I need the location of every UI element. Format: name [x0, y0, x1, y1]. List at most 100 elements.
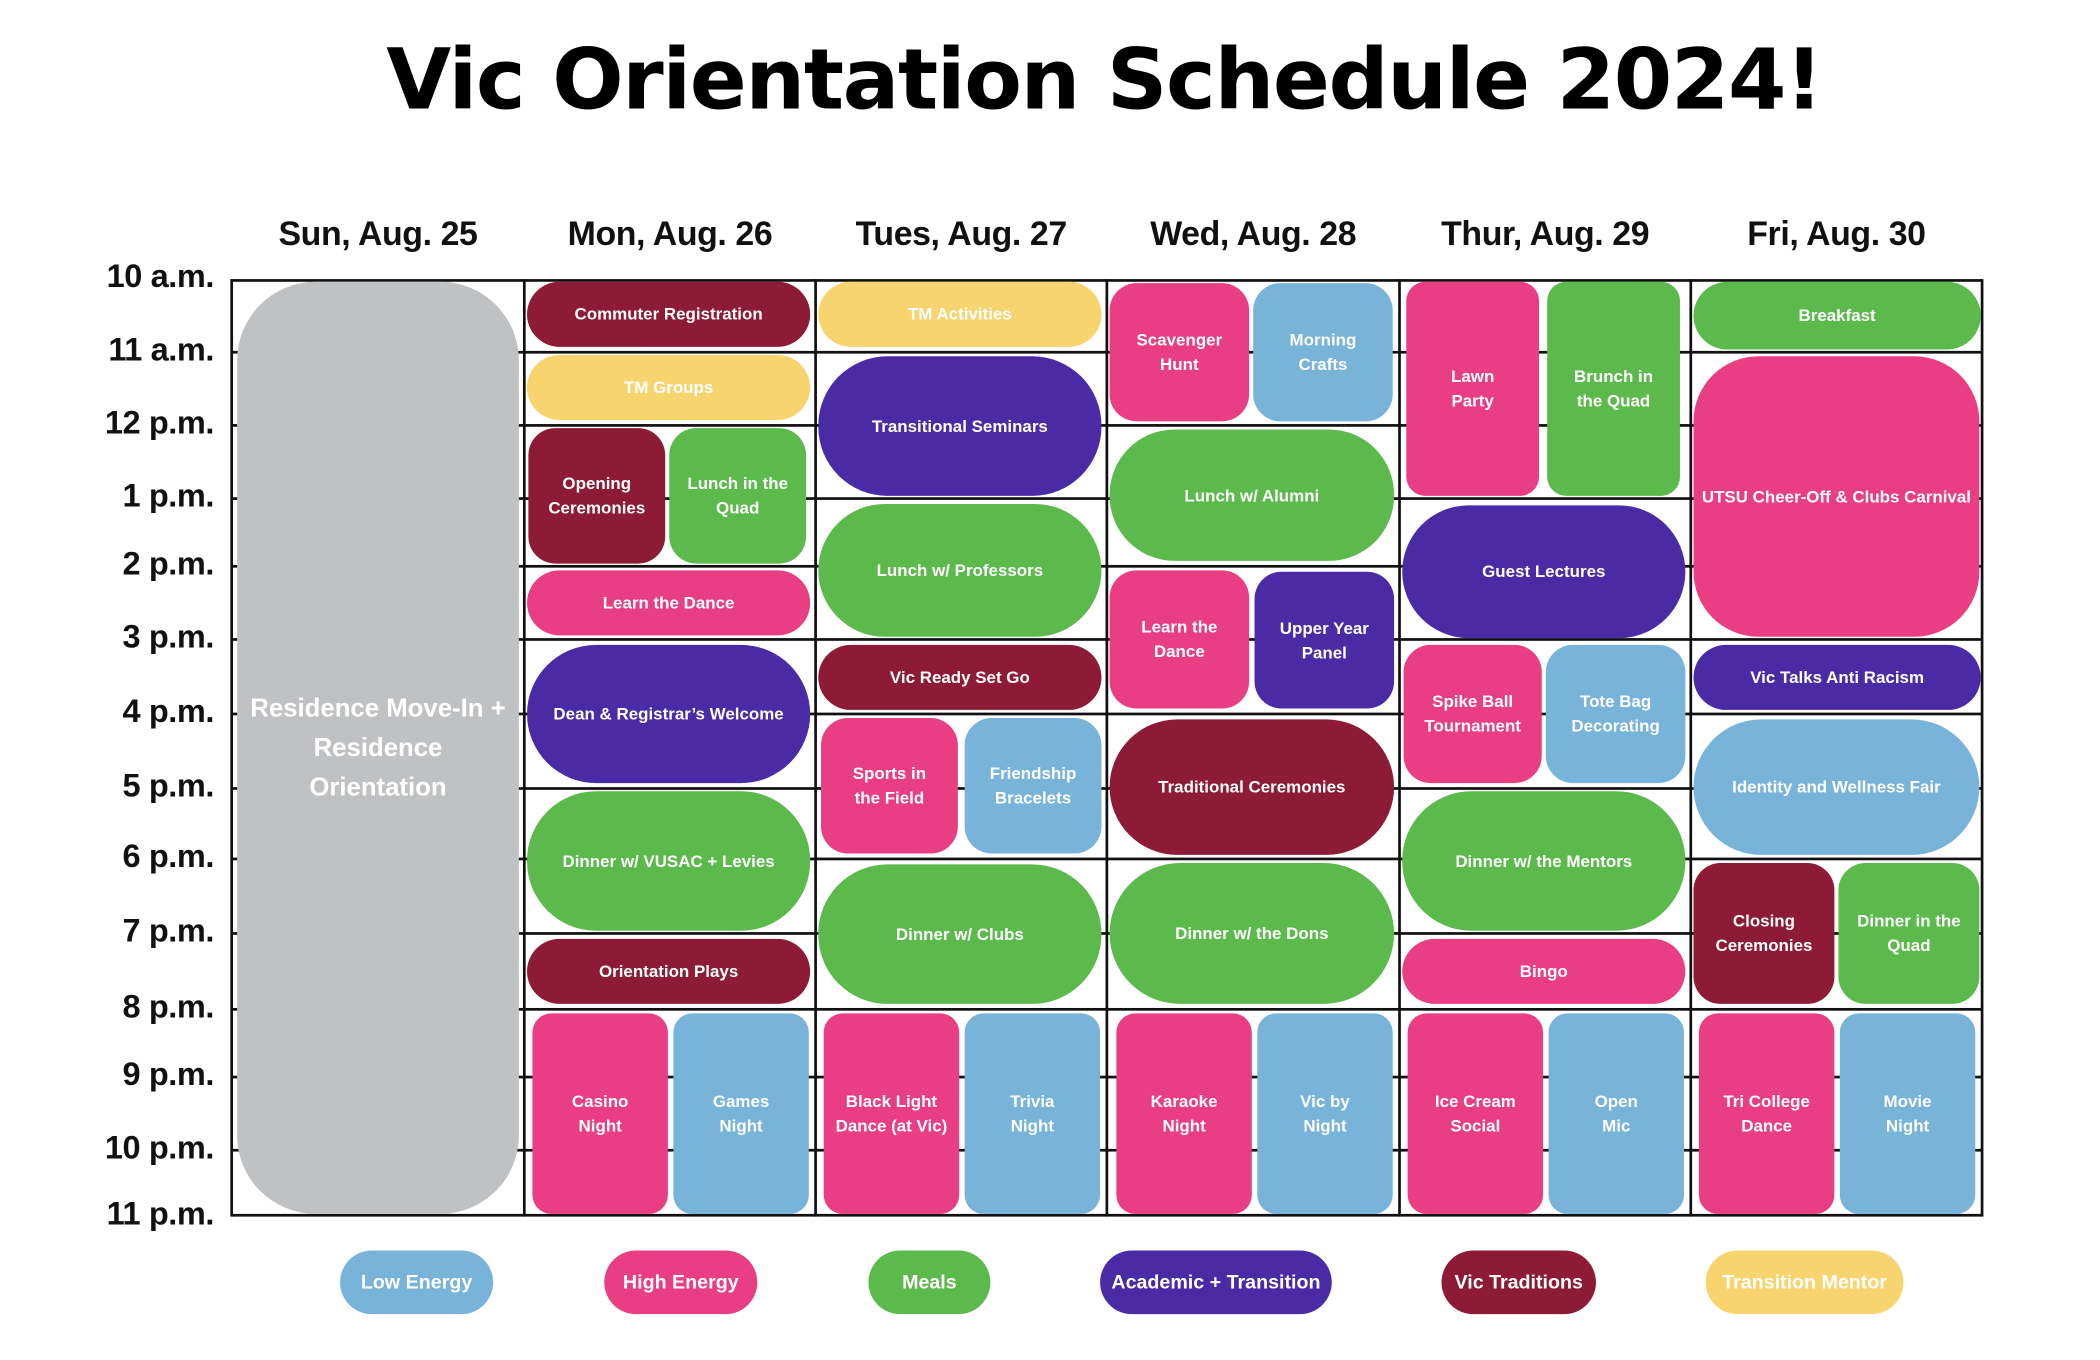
legend-item-low-energy: Low Energy	[340, 1250, 494, 1315]
event-label: Spike Ball Tournament	[1424, 692, 1521, 736]
hour-label: 12 p.m.	[104, 405, 215, 442]
hour-label: 2 p.m.	[122, 545, 215, 583]
event-label: Ice Cream Social	[1434, 1091, 1516, 1136]
hour-label: 3 p.m.	[122, 619, 215, 656]
hour-label: 10 p.m.	[104, 1129, 215, 1167]
column-divider	[1398, 279, 1401, 1217]
event-label: Transitional Seminars	[871, 416, 1048, 436]
event-block: Dinner w/ VUSAC + Levies	[527, 791, 811, 931]
event-label: Open Mic	[1594, 1091, 1638, 1136]
event-label: Brunch in the Quad	[1574, 367, 1654, 411]
event-label: Sports in the Field	[852, 764, 927, 808]
event-label: Orientation Plays	[598, 961, 739, 981]
legend-item-transition-mentor: Transition Mentor	[1705, 1250, 1904, 1315]
hour-label: 10 a.m.	[106, 258, 215, 296]
event-label: Morning Crafts	[1289, 330, 1357, 374]
event-block: Learn the Dance	[527, 570, 811, 636]
event-label: Friendship Bracelets	[989, 764, 1077, 808]
day-header: Sun, Aug. 25	[278, 215, 478, 254]
event-label: Trivia Night	[1010, 1091, 1055, 1136]
event-block: TM Groups	[527, 354, 811, 420]
event-label: Identity and Wellness Fair	[1732, 777, 1941, 797]
event-label: Vic Ready Set Go	[889, 667, 1030, 687]
event-label: Closing Ceremonies	[1715, 911, 1813, 956]
event-block: Lunch w/ Alumni	[1109, 429, 1395, 561]
event-block: Spike Ball Tournament	[1403, 644, 1542, 784]
hour-label: 1 p.m.	[122, 478, 215, 515]
page-title: Vic Orientation Schedule 2024!	[386, 29, 1823, 129]
day-header: Mon, Aug. 26	[567, 215, 773, 254]
event-block: Vic Talks Anti Racism	[1693, 644, 1981, 710]
event-block: Casino Night	[532, 1013, 668, 1214]
event-label: TM Activities	[907, 304, 1012, 324]
legend-item-high-energy: High Energy	[604, 1250, 758, 1315]
event-label: Dinner in the Quad	[1857, 911, 1961, 956]
event-label: Residence Move-In + Residence Orientatio…	[250, 694, 506, 802]
event-block: Dinner w/ Clubs	[818, 864, 1102, 1004]
event-block: Morning Crafts	[1253, 283, 1393, 422]
event-label: Upper Year Panel	[1279, 618, 1369, 662]
event-block: Vic Ready Set Go	[818, 644, 1102, 710]
legend-item-vic-traditions: Vic Traditions	[1441, 1250, 1596, 1315]
column-divider	[1689, 279, 1693, 1217]
hour-label: 11 p.m.	[106, 1196, 215, 1233]
event-block: Guest Lectures	[1402, 505, 1686, 639]
event-block: Trivia Night	[964, 1013, 1101, 1214]
column-divider	[1105, 279, 1109, 1217]
event-block: Tri College Dance	[1698, 1013, 1835, 1214]
event-label: Lawn Party	[1451, 367, 1495, 411]
event-label: Tri College Dance	[1723, 1091, 1810, 1136]
event-label: TM Groups	[623, 377, 714, 397]
event-block: UTSU Cheer-Off & Clubs Carnival	[1693, 356, 1980, 637]
hour-gridline	[231, 712, 1983, 716]
event-label: Commuter Registration	[574, 304, 763, 324]
event-block: Upper Year Panel	[1254, 571, 1395, 709]
event-label: Dinner w/ the Dons	[1175, 923, 1329, 943]
hour-gridline	[231, 638, 1983, 641]
event-label: Dean & Registrar’s Welcome	[553, 704, 784, 724]
event-label: Scavenger Hunt	[1136, 330, 1223, 374]
column-divider	[230, 279, 234, 1217]
hour-gridline	[231, 1148, 1983, 1152]
event-block: Movie Night	[1839, 1013, 1976, 1214]
event-label: Lunch in the Quad	[687, 474, 789, 518]
hour-gridline	[231, 932, 1983, 935]
event-label: Traditional Ceremonies	[1158, 777, 1346, 797]
event-label: Opening Ceremonies	[548, 474, 646, 518]
event-block: Lawn Party	[1406, 281, 1540, 496]
event-label: Learn the Dance	[1141, 617, 1218, 662]
column-divider	[814, 279, 817, 1217]
event-block: Black Light Dance (at Vic)	[823, 1013, 960, 1214]
event-block: Sports in the Field	[821, 718, 958, 854]
legend-item-meals: Meals	[868, 1250, 991, 1315]
hour-gridline	[231, 857, 1983, 861]
event-label: Tote Bag Decorating	[1571, 692, 1660, 736]
event-block: Traditional Ceremonies	[1109, 719, 1395, 855]
hour-label: 8 p.m.	[122, 989, 215, 1026]
event-label: Vic Talks Anti Racism	[1750, 667, 1925, 687]
event-block: Orientation Plays	[527, 938, 811, 1004]
event-block: Scavenger Hunt	[1109, 283, 1250, 422]
event-block: Residence Move-In + Residence Orientatio…	[237, 281, 519, 1214]
event-label: Black Light Dance (at Vic)	[835, 1091, 948, 1136]
event-block: Tote Bag Decorating	[1545, 644, 1686, 784]
column-divider	[1980, 279, 1984, 1217]
event-label: Karaoke Night	[1150, 1091, 1218, 1136]
event-block: Vic by Night	[1257, 1013, 1393, 1214]
hour-gridline	[231, 424, 1983, 427]
hour-label: 11 a.m.	[108, 331, 215, 369]
event-block: TM Activities	[818, 281, 1102, 347]
hour-label: 9 p.m.	[122, 1056, 215, 1094]
event-block: Lunch w/ Professors	[818, 503, 1102, 637]
event-label: Games Night	[712, 1091, 770, 1136]
event-block: Breakfast	[1693, 281, 1981, 350]
hour-gridline	[231, 497, 1983, 500]
event-label: Learn the Dance	[602, 593, 735, 613]
event-block: Open Mic	[1548, 1013, 1685, 1214]
hour-gridline	[231, 564, 1983, 568]
event-block: Friendship Bracelets	[964, 718, 1102, 854]
event-label: Dinner w/ the Mentors	[1455, 851, 1633, 871]
event-label: UTSU Cheer-Off & Clubs Carnival	[1701, 487, 1971, 507]
event-block: Brunch in the Quad	[1547, 281, 1680, 496]
